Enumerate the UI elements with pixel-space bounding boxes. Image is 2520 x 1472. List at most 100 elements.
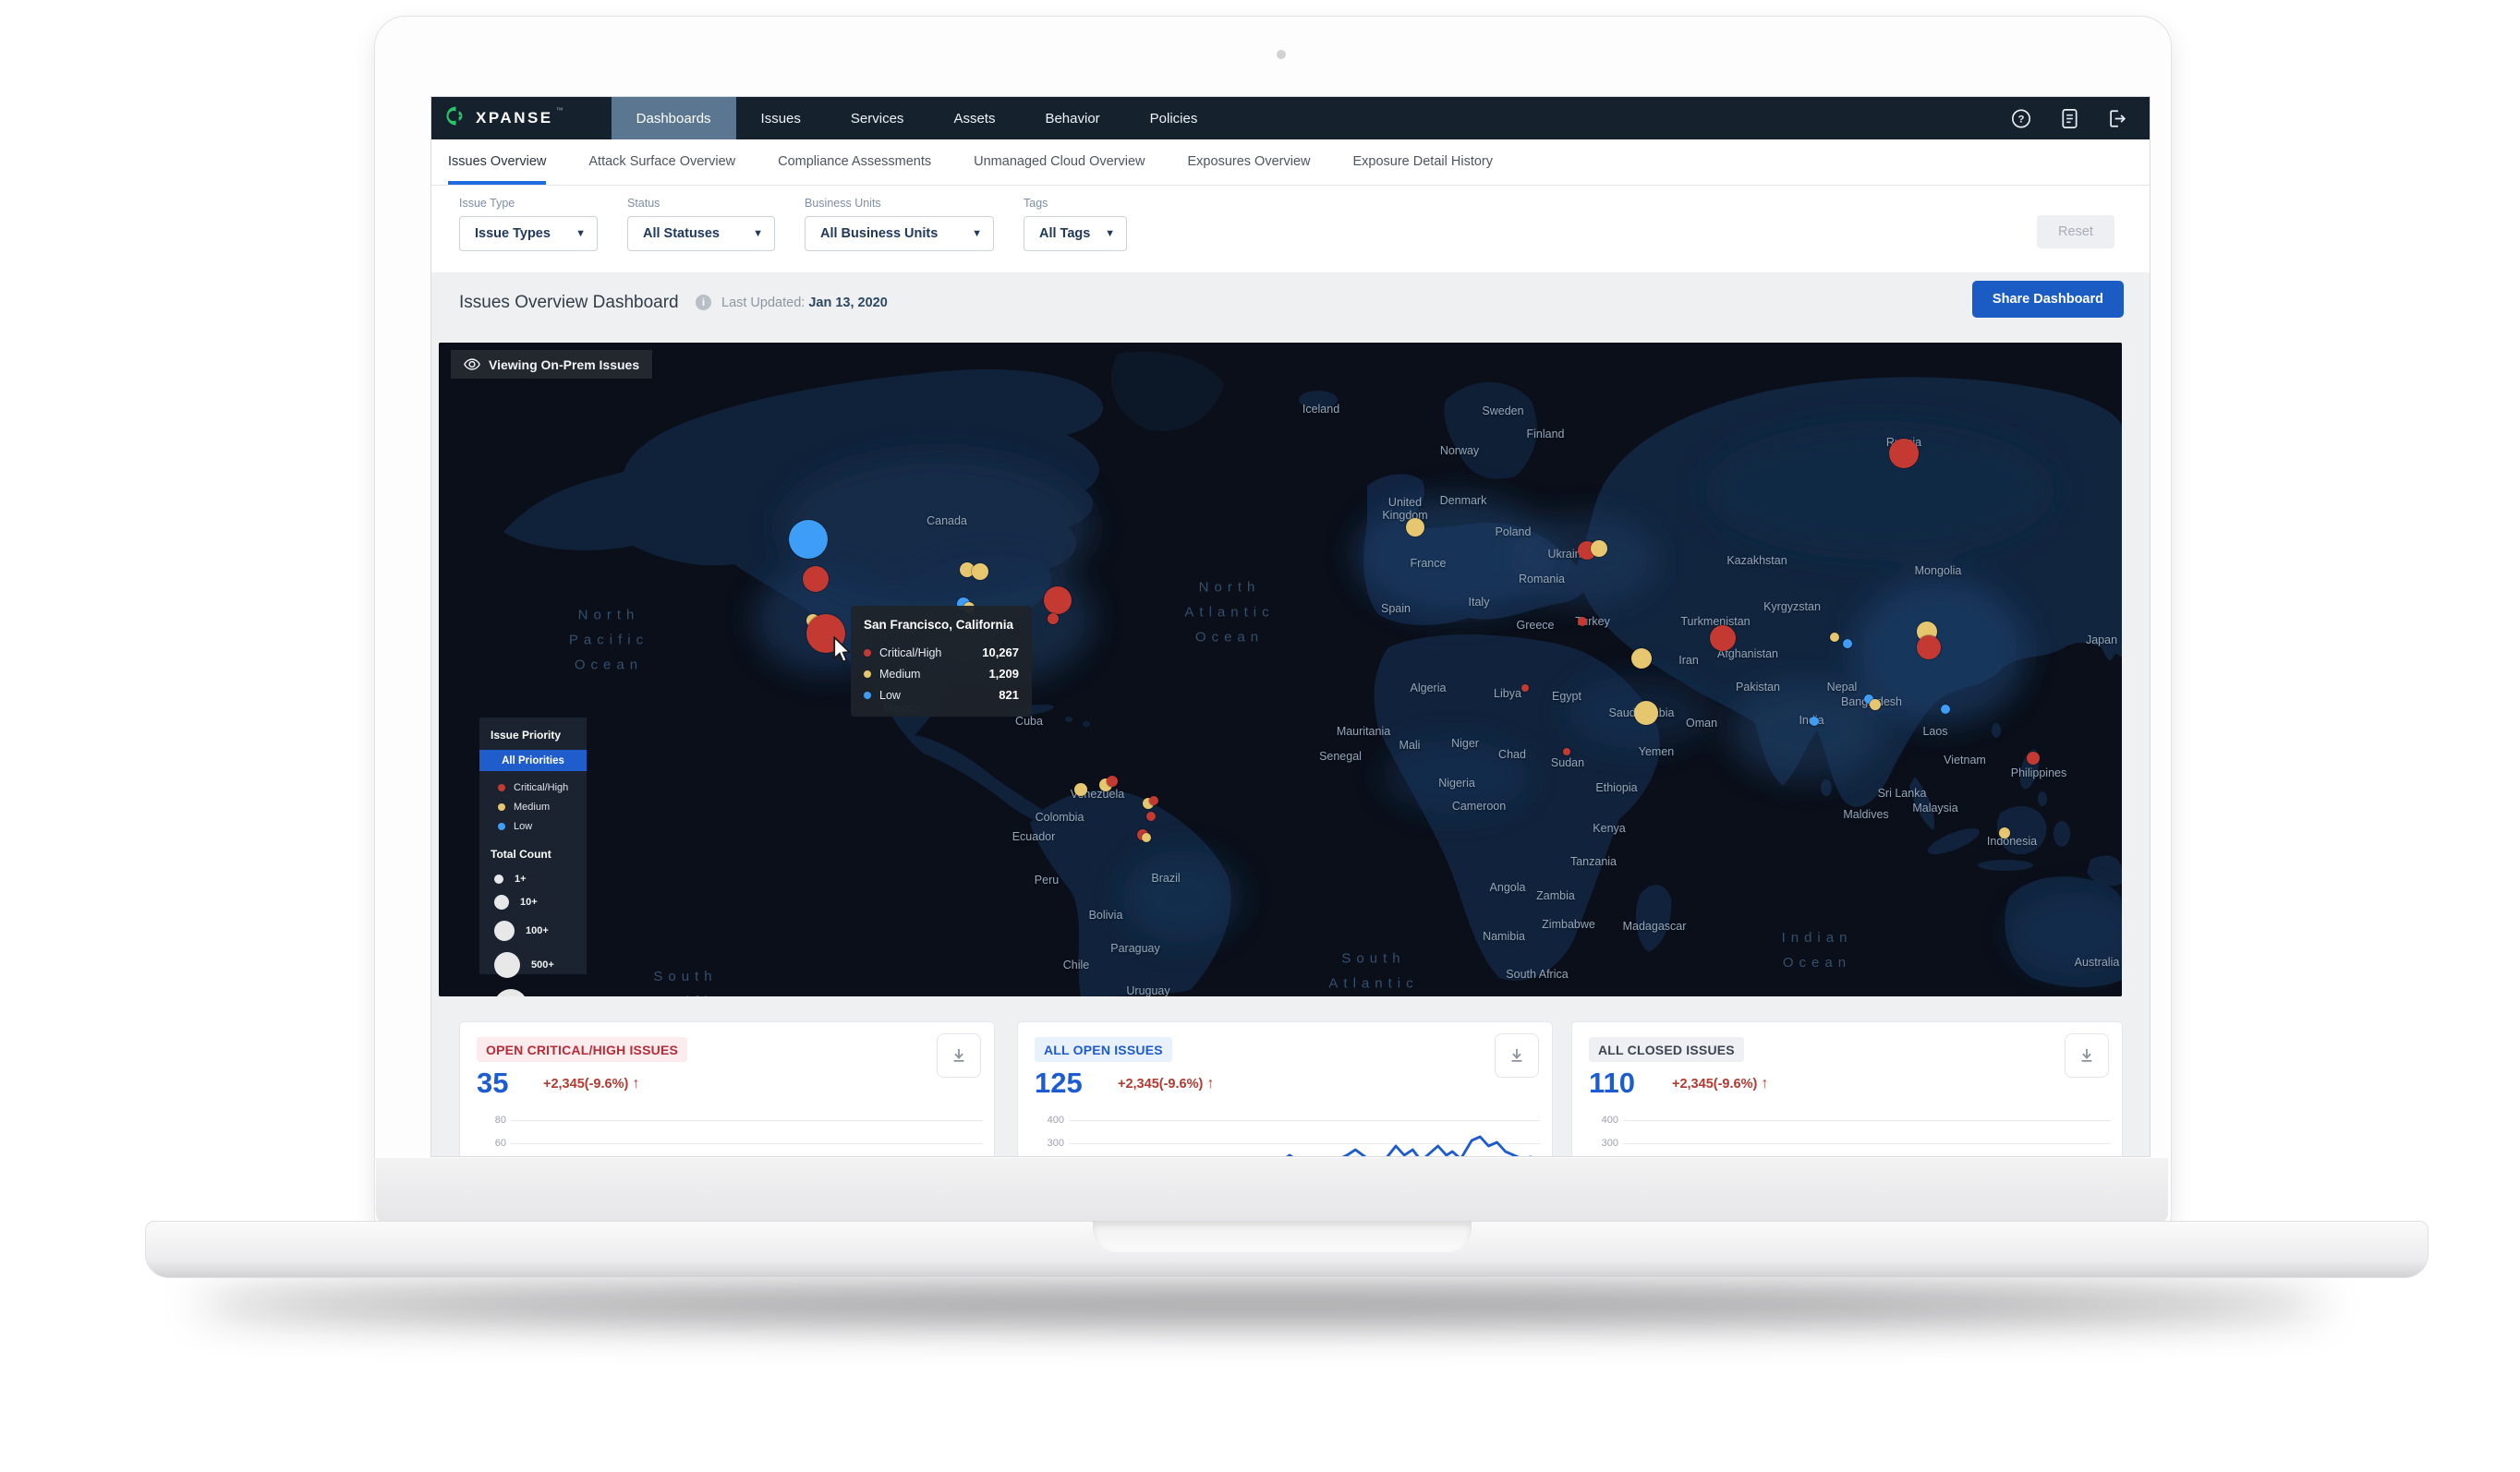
tooltip-title: San Francisco, California [864, 618, 1014, 632]
legend-priorities: Critical/High Medium Low [479, 778, 587, 836]
page-title: Issues Overview Dashboard [459, 293, 679, 312]
legend-item-label: Low [514, 820, 533, 832]
chart-axis-label: 300 [1601, 1138, 1618, 1149]
issue-dot-critical[interactable] [1578, 617, 1587, 626]
issue-dot-critical[interactable] [803, 566, 829, 592]
issue-dot-medium[interactable] [1591, 540, 1607, 557]
issue-dot-medium[interactable] [1142, 833, 1151, 842]
nav-tab-assets[interactable]: Assets [953, 110, 996, 127]
issue-dot-medium[interactable] [1634, 701, 1658, 725]
legend-dot-critical [498, 783, 505, 791]
issue-dot-low[interactable] [1864, 694, 1873, 704]
laptop-webcam [1277, 50, 1286, 59]
chart-axis-label: 400 [1047, 1115, 1064, 1126]
top-nav: XPANSE ™ Dashboards Issues Services Assets B… [431, 97, 2150, 139]
legend-count-circle [494, 952, 520, 978]
tab-compliance-assessments[interactable]: Compliance Assessments [778, 154, 932, 169]
card-delta: +2,345(-9.6%) ↑ [1118, 1076, 1215, 1092]
issue-dot-medium[interactable] [972, 563, 988, 580]
filter-select[interactable]: All Statuses ▼ [627, 216, 775, 251]
chart-axis-label: 60 [494, 1138, 506, 1149]
issue-dot-critical[interactable] [1149, 796, 1158, 805]
nav-tab-policies[interactable]: Policies [1149, 110, 1198, 127]
issue-dot-critical[interactable] [1107, 776, 1118, 787]
nav-tab-behavior[interactable]: Behavior [1045, 110, 1100, 127]
tab-exposures-overview[interactable]: Exposures Overview [1187, 154, 1311, 169]
issue-dot-medium[interactable] [1870, 699, 1881, 710]
title-band: Issues Overview Dashboard i Last Updated… [431, 272, 2150, 333]
issue-dot-medium[interactable] [1406, 518, 1424, 537]
legend-count-label: 500+ [531, 959, 554, 971]
caret-down-icon: ▼ [575, 228, 586, 239]
tooltip-row-value: 1,209 [988, 667, 1019, 681]
issue-dot-critical[interactable] [1563, 748, 1570, 755]
card-delta: +2,345(-9.6%) ↑ [1672, 1076, 1769, 1092]
help-icon[interactable]: ? [2011, 108, 2031, 128]
legend-count-circle [494, 875, 503, 884]
issue-dot-critical[interactable] [1146, 812, 1156, 821]
filter-business-units: Business Units All Business Units ▼ [805, 197, 994, 251]
tab-unmanaged-cloud-overview[interactable]: Unmanaged Cloud Overview [974, 154, 1145, 169]
nav-tab-services[interactable]: Services [850, 110, 904, 127]
info-icon[interactable]: i [696, 295, 711, 310]
issue-dot-medium[interactable] [1631, 648, 1652, 669]
issue-dot-critical[interactable] [1048, 613, 1059, 624]
legend-item-medium[interactable]: Medium [479, 797, 587, 816]
issue-dot-medium[interactable] [960, 562, 975, 577]
caret-down-icon: ▼ [1105, 228, 1115, 239]
tab-issues-overview[interactable]: Issues Overview [448, 139, 547, 185]
issue-dot-critical[interactable] [1710, 625, 1736, 651]
issue-dot-low[interactable] [1843, 639, 1852, 648]
world-map[interactable]: Viewing On-Prem Issues North Pacific Oce… [439, 343, 2122, 996]
legend-item-low[interactable]: Low [479, 816, 587, 836]
dashboard-tabs: Issues Overview Attack Surface Overview Co… [431, 139, 2150, 186]
tooltip-dot-medium [864, 670, 871, 678]
metric-card: ALL CLOSED ISSUES 110 +2,345(-9.6%) ↑ 400 30… [1571, 1021, 2123, 1156]
issue-dot-low[interactable] [1941, 705, 1950, 714]
issue-dot-critical[interactable] [806, 614, 845, 653]
issue-dot-critical[interactable] [2027, 752, 2040, 765]
nav-icons: ? [2011, 97, 2150, 139]
tab-attack-surface-overview[interactable]: Attack Surface Overview [588, 154, 736, 169]
laptop-notch [1093, 1221, 1472, 1252]
filter-status: Status All Statuses ▼ [627, 197, 775, 251]
chart-gridline [1623, 1120, 2111, 1121]
card-value: 125 [1035, 1067, 1083, 1099]
issue-dot-medium[interactable] [1830, 633, 1839, 642]
filter-select[interactable]: Issue Types ▼ [459, 216, 598, 251]
reset-button[interactable]: Reset [2037, 215, 2114, 248]
legend-count-row: 1+ [479, 869, 587, 889]
filter-select-value: All Tags [1039, 226, 1091, 241]
tab-exposure-detail-history[interactable]: Exposure Detail History [1352, 154, 1493, 169]
legend-all-priorities[interactable]: All Priorities [479, 750, 587, 771]
nav-tab-dashboards[interactable]: Dashboards [611, 97, 736, 139]
issue-dot-low[interactable] [1810, 717, 1819, 726]
primary-nav-tabs: Dashboards Issues Services Assets Behavior Po… [611, 97, 1223, 139]
caret-down-icon: ▼ [753, 228, 763, 239]
legend-count-label: 1+ [515, 874, 527, 885]
filter-select[interactable]: All Tags ▼ [1024, 216, 1127, 251]
issue-dot-critical[interactable] [1044, 586, 1072, 614]
tooltip-row: Critical/High 10,267 [864, 642, 1019, 663]
share-dashboard-button[interactable]: Share Dashboard [1971, 281, 2124, 318]
legend-count-row: 500+ [479, 947, 587, 983]
issue-dot-medium[interactable] [1074, 783, 1087, 796]
legend-count-row: 100+ [479, 915, 587, 947]
document-icon[interactable] [2059, 108, 2079, 128]
tooltip-row: Medium 1,209 [864, 663, 1019, 684]
last-updated: Last Updated: Jan 13, 2020 [721, 296, 888, 310]
filter-select[interactable]: All Business Units ▼ [805, 216, 994, 251]
issue-dot-medium[interactable] [1999, 827, 2010, 839]
download-icon[interactable] [1495, 1033, 1539, 1078]
legend-item-critical[interactable]: Critical/High [479, 778, 587, 797]
issue-dot-critical[interactable] [1889, 439, 1919, 468]
issue-dot-critical[interactable] [1917, 635, 1941, 659]
download-icon[interactable] [937, 1033, 981, 1078]
legend-item-label: Critical/High [514, 781, 569, 793]
nav-tab-issues[interactable]: Issues [760, 110, 801, 127]
download-icon[interactable] [2065, 1033, 2109, 1078]
issue-dot-low[interactable] [789, 520, 828, 559]
filter-tags: Tags All Tags ▼ [1024, 197, 1127, 251]
logout-icon[interactable] [2107, 108, 2127, 128]
issue-dot-critical[interactable] [1521, 684, 1529, 692]
